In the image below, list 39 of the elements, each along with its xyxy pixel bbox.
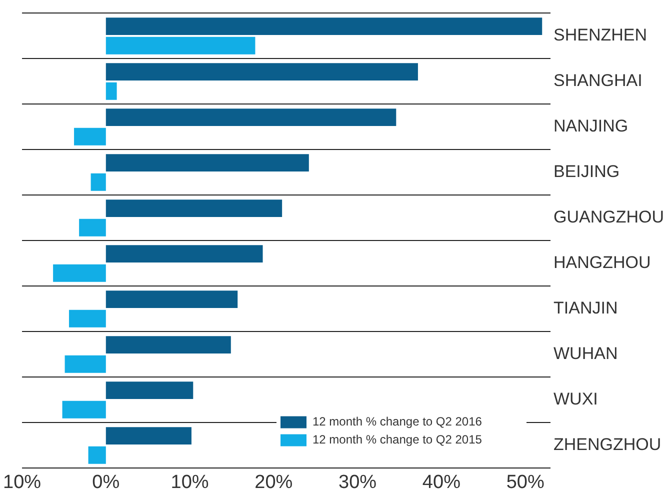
bar bbox=[64, 355, 106, 373]
y-tick-label: BEIJING bbox=[554, 162, 620, 182]
bar bbox=[106, 36, 256, 54]
bar bbox=[106, 154, 309, 172]
y-tick-label: WUXI bbox=[554, 390, 598, 409]
bar bbox=[68, 310, 106, 328]
bar bbox=[106, 290, 238, 308]
x-tick-label: 50% bbox=[506, 472, 544, 493]
legend-label: 12 month % change to Q2 2016 bbox=[312, 414, 482, 429]
bar bbox=[53, 264, 106, 282]
bar bbox=[106, 63, 418, 80]
y-tick-label: GUANGZHOU bbox=[554, 208, 664, 227]
bar bbox=[90, 173, 106, 191]
bar bbox=[88, 446, 106, 464]
bar bbox=[79, 218, 106, 236]
bar bbox=[106, 82, 117, 100]
bar bbox=[106, 427, 192, 444]
x-tick-label: 30% bbox=[338, 472, 377, 493]
y-tick-label: NANJING bbox=[554, 116, 628, 136]
x-tick-label: 10% bbox=[170, 472, 209, 493]
y-tick-label: WUHAN bbox=[554, 344, 618, 364]
bar bbox=[74, 128, 106, 146]
bar bbox=[106, 18, 542, 35]
bar bbox=[106, 200, 282, 217]
bar bbox=[106, 382, 194, 399]
y-tick-label: SHENZHEN bbox=[554, 26, 648, 45]
x-tick-label: 0% bbox=[92, 472, 120, 493]
bar bbox=[106, 336, 231, 354]
x-tick-label: 10% bbox=[3, 472, 42, 493]
y-tick-label: TIANJIN bbox=[554, 298, 618, 318]
x-tick-label: 20% bbox=[254, 472, 293, 493]
x-tick-label: 40% bbox=[422, 472, 461, 493]
bar bbox=[106, 108, 396, 126]
legend-label: 12 month % change to Q2 2015 bbox=[312, 432, 482, 447]
y-tick-label: ZHENGZHOU bbox=[554, 435, 662, 454]
y-tick-label: SHANGHAI bbox=[554, 71, 642, 90]
y-tick-label: HANGZHOU bbox=[554, 253, 651, 272]
bar bbox=[62, 400, 106, 418]
bar bbox=[106, 245, 263, 262]
